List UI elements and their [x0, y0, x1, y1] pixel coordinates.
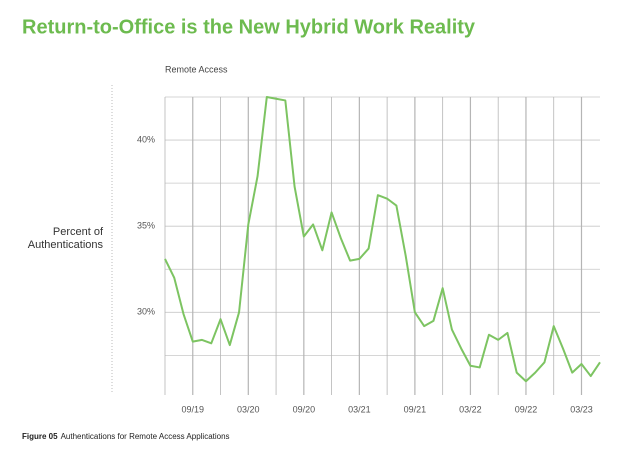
- y-tick-label: 40%: [137, 134, 155, 144]
- x-tick-label: 03/20: [237, 404, 260, 414]
- y-tick-label: 30%: [137, 307, 155, 317]
- subtitle: Remote Access: [165, 64, 228, 74]
- x-tick-label: 03/23: [570, 404, 593, 414]
- x-tick-label: 03/22: [459, 404, 482, 414]
- y-axis-label: Percent of: [53, 226, 104, 238]
- x-tick-label: 09/19: [182, 404, 205, 414]
- y-tick-label: 35%: [137, 221, 155, 231]
- x-tick-label: 09/20: [293, 404, 316, 414]
- caption: Figure 05 Authentications for Remote Acce…: [22, 432, 230, 441]
- y-axis-label: Authentications: [28, 239, 104, 251]
- data-line: [164, 96, 601, 383]
- caption-label: Figure 05: [22, 432, 58, 441]
- x-tick-label: 03/21: [348, 404, 371, 414]
- x-tick-label: 09/22: [515, 404, 538, 414]
- caption-text: Authentications for Remote Access Applic…: [61, 432, 230, 441]
- chart-title: Return-to-Office is the New Hybrid Work …: [22, 16, 476, 38]
- x-tick-label: 09/21: [404, 404, 427, 414]
